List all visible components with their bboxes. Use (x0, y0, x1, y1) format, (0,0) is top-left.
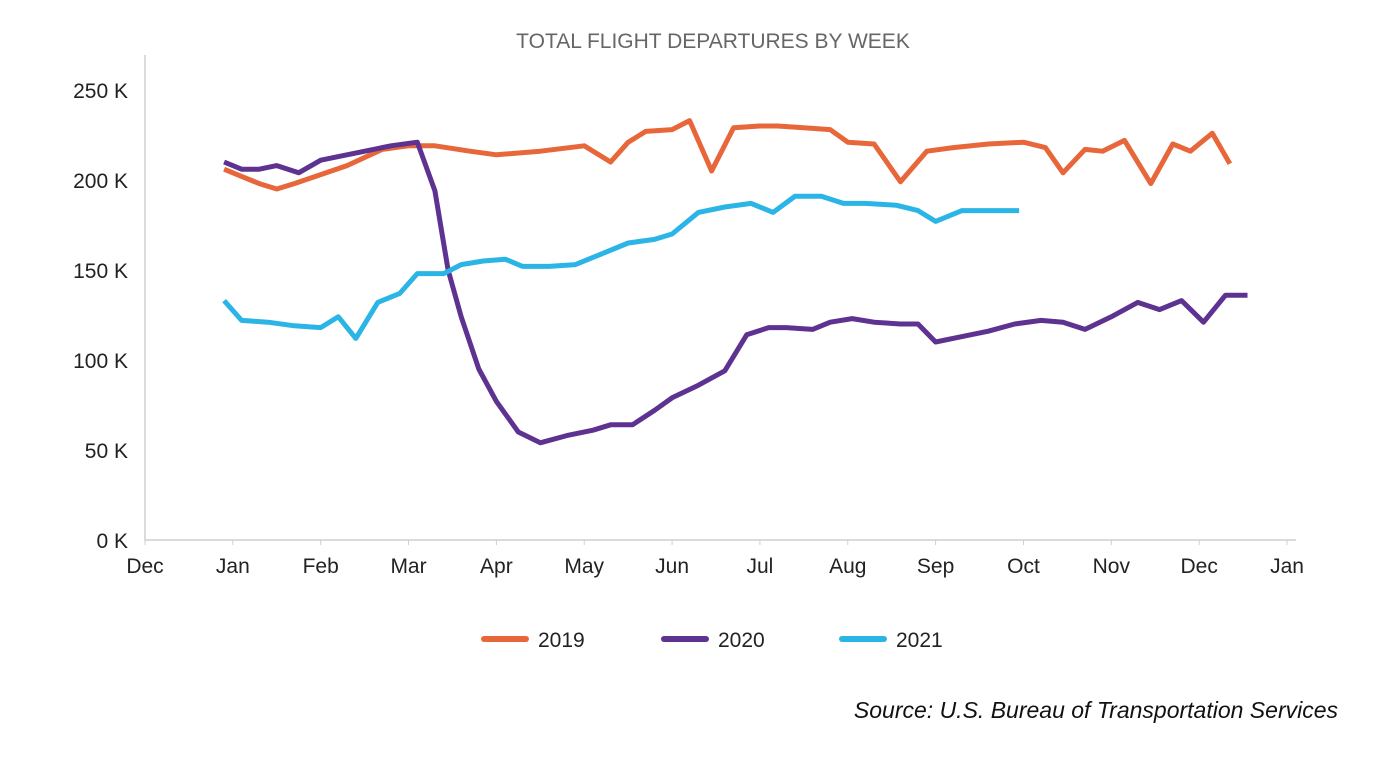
y-tick-label: 200 K (73, 170, 128, 193)
x-tick-label: Apr (480, 555, 513, 578)
chart-title: TOTAL FLIGHT DEPARTURES BY WEEK (516, 30, 910, 53)
series-line-2019 (223, 118, 1233, 192)
series-line-2020 (223, 139, 1248, 446)
x-tick-label: Jun (655, 555, 689, 578)
y-tick-label: 100 K (73, 350, 128, 373)
y-tick-label: 250 K (73, 80, 128, 103)
y-tick-label: 50 K (85, 440, 128, 463)
y-tick-label: 0 K (96, 530, 128, 553)
y-tick-label: 150 K (73, 260, 128, 283)
x-tick-label: Dec (1180, 555, 1217, 578)
legend: 2019 2020 2021 (481, 629, 943, 652)
series-lines (222, 118, 1248, 446)
x-tick-label: Sep (917, 555, 954, 578)
axes: 0 K 50 K 100 K 150 K 200 K 250 K Dec Jan Feb Mar A… (73, 55, 1304, 578)
legend-label-2019: 2019 (538, 629, 585, 652)
x-tick-label: May (564, 555, 604, 578)
legend-label-2021: 2021 (896, 629, 943, 652)
series-line-2021 (222, 193, 1020, 341)
x-tick-label: Nov (1093, 555, 1131, 578)
x-tick-label: Aug (829, 555, 866, 578)
legend-label-2020: 2020 (718, 629, 765, 652)
x-tick-label: Dec (126, 555, 163, 578)
x-tick-label: Mar (390, 555, 426, 578)
x-tick-label: Feb (303, 555, 339, 578)
source-note: Source: U.S. Bureau of Transportation Se… (853, 697, 1338, 723)
x-tick-label: Jan (216, 555, 250, 578)
x-tick-label: Oct (1007, 555, 1040, 578)
x-tick-label: Jul (746, 555, 773, 578)
x-tick-label: Jan (1270, 555, 1304, 578)
